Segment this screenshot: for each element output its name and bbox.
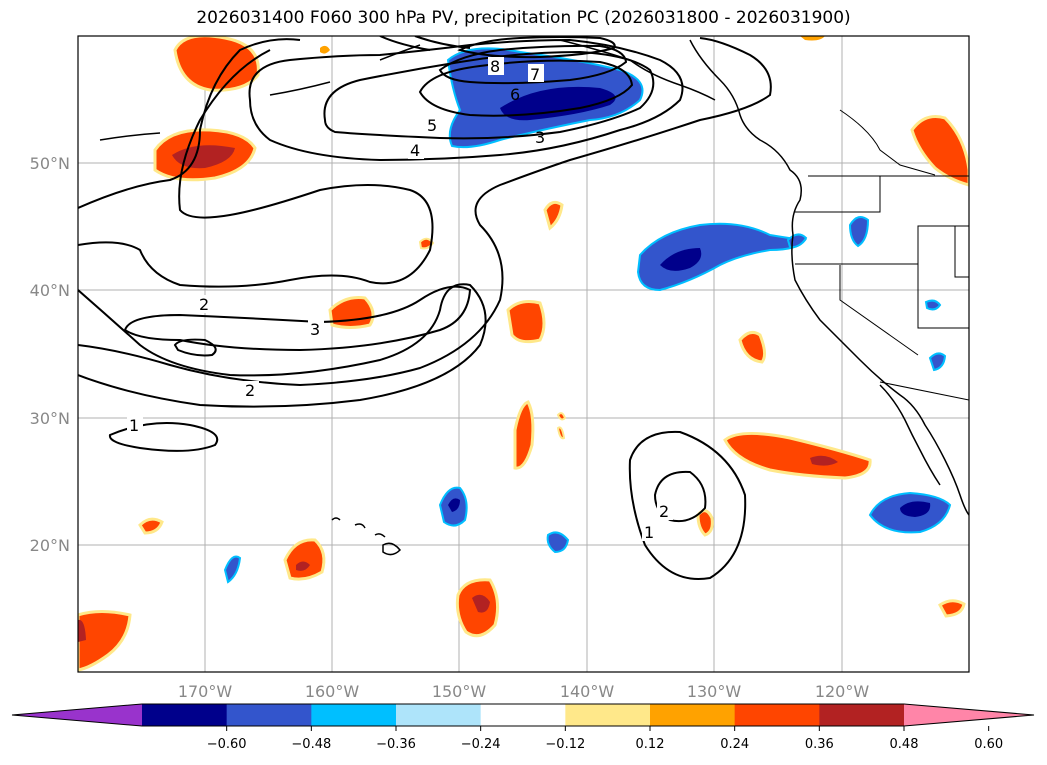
lon-label-130w: 130°W <box>687 682 742 701</box>
baja-core <box>900 501 931 517</box>
colorbar-swatch <box>226 704 312 726</box>
contour-label-3-north: 3 <box>535 128 545 147</box>
pv-contour-3-loop <box>123 285 472 352</box>
idaho-blue <box>848 215 870 248</box>
colorbar-tick-label: −0.48 <box>291 737 331 752</box>
contour-label-2-south: 2 <box>245 381 255 400</box>
colorbar-tick-label: −0.12 <box>545 737 585 752</box>
contour-label-2-west: 2 <box>199 295 209 314</box>
pv-contour-4 <box>248 38 684 162</box>
subtropical-band <box>723 431 872 480</box>
precip-negative-areas <box>223 47 952 584</box>
colorbar-outline <box>11 703 1035 727</box>
north-america-coast <box>689 39 969 516</box>
pv-contour-7 <box>438 44 628 85</box>
small-blue-2 <box>223 555 242 584</box>
colorbar-tick-label: 0.12 <box>636 737 665 752</box>
pv-small-loop <box>173 338 217 357</box>
pv-contour-upper <box>379 36 471 51</box>
precip-positive-areas <box>78 36 969 672</box>
pv-contour-6 <box>418 59 634 117</box>
lat-label-40: 40°N <box>30 281 70 300</box>
colorbar-tick-label: −0.24 <box>461 737 501 752</box>
lon-label-140w: 140°W <box>560 682 615 701</box>
contour-label-6: 6 <box>510 85 520 104</box>
colorbar-swatch <box>480 704 566 726</box>
lat-label-30: 30°N <box>30 409 70 428</box>
pv-contour-1-west <box>108 421 219 452</box>
contour-label-8: 8 <box>490 57 500 76</box>
plot-frame <box>77 35 970 673</box>
contour-label-1-east: 1 <box>644 523 654 542</box>
colorbar-swatch <box>396 704 482 726</box>
lon-label-150w: 150°W <box>432 682 487 701</box>
baja-coast <box>879 384 941 486</box>
lat-label-50: 50°N <box>30 154 70 173</box>
colorbar-tick-label: −0.36 <box>376 737 416 752</box>
colorbar-swatch <box>311 704 397 726</box>
colorbar-extend-max <box>904 704 1034 726</box>
lon-label-120w: 120°W <box>815 682 870 701</box>
pv-contour-outer-2 <box>78 49 434 288</box>
colorbar-swatch <box>734 704 820 726</box>
gridlines <box>78 36 969 672</box>
north-pacific-red-2 <box>173 36 260 92</box>
longitude-labels: 170°W 160°W 150°W 140°W 130°W 120°W <box>178 682 870 701</box>
contour-label-3-west: 3 <box>310 320 320 339</box>
contour-label-1-west: 1 <box>129 416 139 435</box>
pv-contour-labels: 8 7 6 5 4 3 2 3 2 1 2 1 <box>127 57 673 542</box>
lon-label-170w: 170°W <box>178 682 233 701</box>
colorbar-swatch <box>142 704 228 726</box>
pv-contour-8 <box>457 36 616 59</box>
colorbar-extend-min <box>12 704 142 726</box>
colorbar-swatch <box>650 704 736 726</box>
contour-label-2-east: 2 <box>659 502 669 521</box>
gulf-alaska-core <box>500 86 616 121</box>
alaska-coast <box>559 39 716 101</box>
colorbar-tick-label: 0.60 <box>974 737 1003 752</box>
colorbar-tick-label: 0.36 <box>805 737 834 752</box>
contour-label-7: 7 <box>530 65 540 84</box>
bc-red <box>910 115 969 187</box>
lon-label-160w: 160°W <box>305 682 360 701</box>
colorbar-swatch <box>819 704 905 726</box>
latitude-labels: 50°N 40°N 30°N 20°N <box>30 154 70 555</box>
small-blue-1 <box>546 531 570 554</box>
pv-contour-2-west <box>78 283 487 408</box>
contour-label-5: 5 <box>427 116 437 135</box>
colorbar-tick-label: 0.48 <box>890 737 919 752</box>
colorbar-tick-label: −0.60 <box>207 737 247 752</box>
hawaii-islands <box>331 517 402 556</box>
colorbar-swatch <box>565 704 651 726</box>
map-title: 2026031400 F060 300 hPa PV, precipitatio… <box>196 8 851 28</box>
contour-label-4: 4 <box>410 141 420 160</box>
colorbar: −0.60 −0.48 −0.36 −0.24 −0.12 0.12 0.24 0.36 0.4… <box>11 703 1035 752</box>
pv-contour-1-east <box>628 430 747 580</box>
state-borders <box>795 109 969 401</box>
colorbar-tick-label: 0.24 <box>720 737 749 752</box>
coastlines <box>99 39 969 516</box>
pv-contour-5 <box>323 50 655 140</box>
pv-contour-outer-3 <box>78 37 772 387</box>
off-oregon-core <box>660 248 702 271</box>
lat-label-20: 20°N <box>30 536 70 555</box>
pv-contour-outer-1 <box>78 38 301 209</box>
